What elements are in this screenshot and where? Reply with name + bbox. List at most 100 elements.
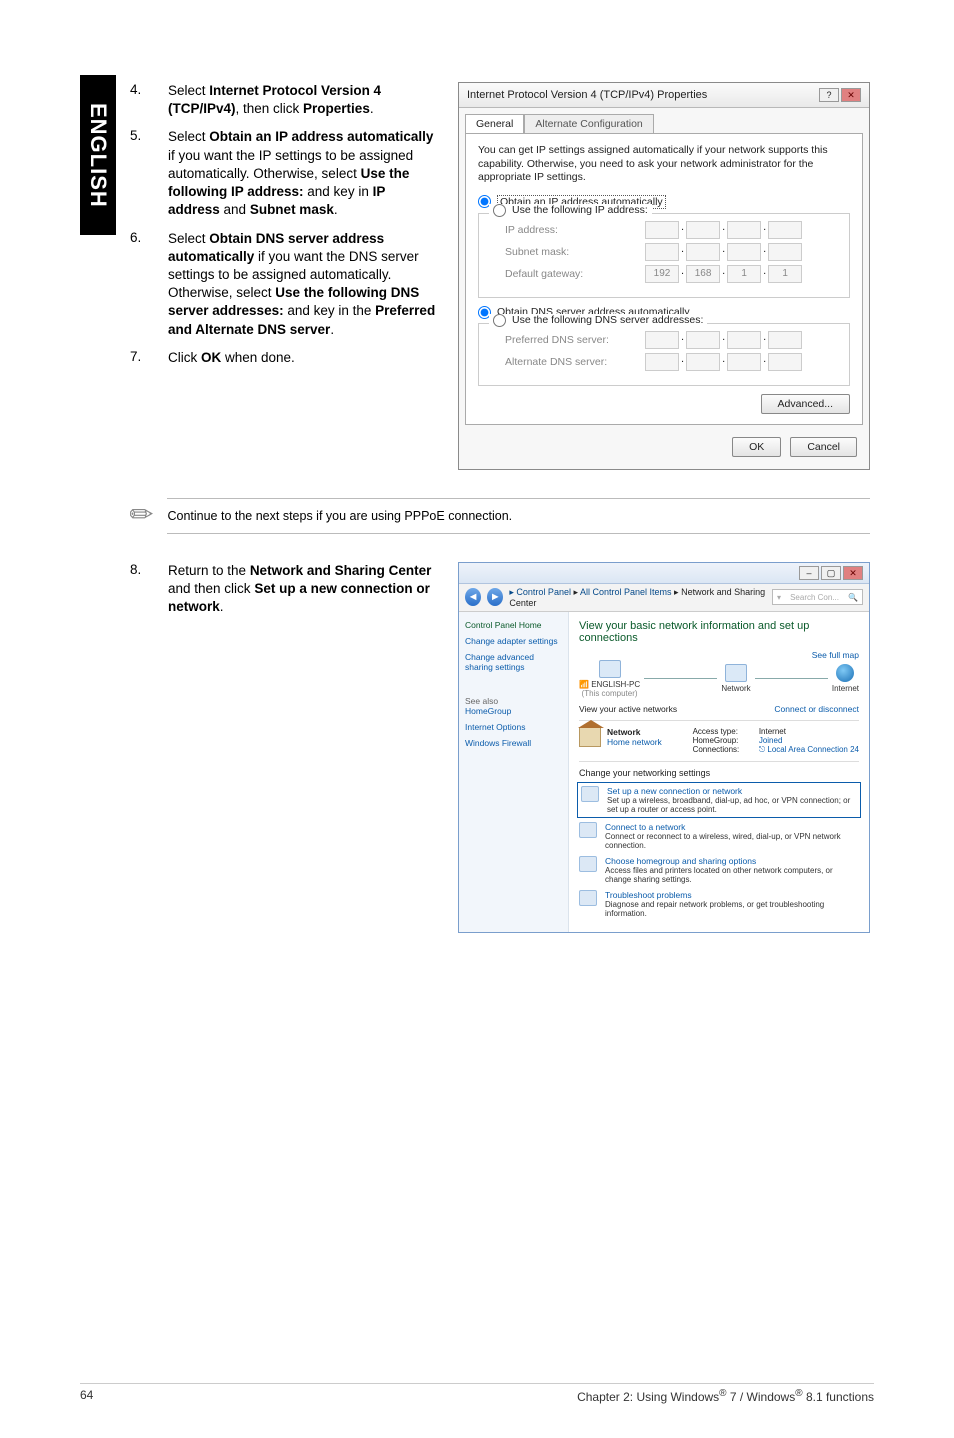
search-input[interactable]: ▾Search Con...🔍 (772, 589, 863, 605)
radio-use-following-dns[interactable] (493, 314, 506, 327)
ok-button[interactable]: OK (732, 437, 781, 457)
divider (167, 533, 870, 534)
help-icon[interactable]: ? (819, 88, 839, 102)
ip-seg[interactable] (686, 243, 720, 261)
view-active-label: View your active networks (579, 704, 677, 714)
map-network-label: Network (721, 684, 750, 693)
language-tab: ENGLISH (80, 75, 116, 235)
ip-seg[interactable] (686, 221, 720, 239)
gw-seg[interactable]: 1 (768, 265, 802, 283)
bold: Subnet mask (250, 202, 334, 217)
network-type-link[interactable]: Home network (607, 737, 662, 747)
text: , then click (236, 101, 304, 116)
bold: OK (201, 350, 221, 365)
ip-seg[interactable] (727, 243, 761, 261)
registered-mark: ® (795, 1388, 802, 1399)
forward-icon[interactable]: ► (487, 588, 503, 606)
task-title: Set up a new connection or network (607, 786, 857, 796)
tab-general[interactable]: General (465, 114, 524, 133)
tab-alternate[interactable]: Alternate Configuration (524, 114, 653, 133)
see-full-map-link[interactable]: See full map (812, 650, 859, 660)
sidebar-windows-firewall[interactable]: Windows Firewall (465, 738, 562, 748)
close-icon[interactable]: ✕ (841, 88, 861, 102)
bold: Network and Sharing Center (250, 563, 432, 578)
text: and then click (168, 581, 254, 596)
text: . (330, 322, 334, 337)
registered-mark: ® (719, 1388, 726, 1399)
step-number: 7. (130, 349, 168, 367)
back-icon[interactable]: ◄ (465, 588, 481, 606)
ip-address-label: IP address: (505, 224, 645, 236)
homegroup-icon (579, 856, 597, 872)
access-type-value: Internet (759, 727, 786, 736)
ip-seg[interactable] (686, 331, 720, 349)
ip-seg[interactable] (727, 331, 761, 349)
ip-seg[interactable] (686, 353, 720, 371)
step-8-text: Return to the Network and Sharing Center… (168, 562, 440, 617)
ip-seg[interactable] (645, 331, 679, 349)
ip-seg[interactable] (645, 353, 679, 371)
sidebar-see-also: See also (465, 696, 562, 706)
task-setup-connection[interactable]: Set up a new connection or networkSet up… (579, 784, 859, 816)
gw-seg[interactable]: 192 (645, 265, 679, 283)
text: Click (168, 350, 201, 365)
homegroup-value[interactable]: Joined (759, 736, 783, 745)
gw-seg[interactable]: 168 (686, 265, 720, 283)
minimize-icon[interactable]: – (799, 566, 819, 580)
connect-disconnect-link[interactable]: Connect or disconnect (774, 704, 859, 714)
preferred-dns-label: Preferred DNS server: (505, 334, 645, 346)
ip-seg[interactable] (768, 331, 802, 349)
alternate-dns-label: Alternate DNS server: (505, 356, 645, 368)
default-gateway-label: Default gateway: (505, 268, 645, 280)
change-settings-heading: Change your networking settings (579, 768, 859, 778)
note-text: Continue to the next steps if you are us… (167, 499, 870, 533)
crumb-link[interactable]: All Control Panel Items (580, 587, 672, 597)
sidebar-home[interactable]: Control Panel Home (465, 620, 562, 630)
maximize-icon[interactable]: ▢ (821, 566, 841, 580)
step-6-text: Select Obtain DNS server address automat… (168, 230, 440, 339)
text: Select (168, 83, 209, 98)
chapter-title: Chapter 2: Using Windows® 7 / Windows® 8… (577, 1388, 874, 1404)
page-content: 4. Select Internet Protocol Version 4 (T… (130, 82, 870, 933)
computer-icon (599, 660, 621, 678)
text: Chapter 2: Using Windows (577, 1390, 719, 1404)
globe-icon (836, 664, 854, 682)
cancel-button[interactable]: Cancel (790, 437, 857, 457)
breadcrumb[interactable]: ▸ Control Panel ▸ All Control Panel Item… (509, 587, 766, 608)
step-5-text: Select Obtain an IP address automaticall… (168, 128, 440, 219)
task-homegroup-sharing[interactable]: Choose homegroup and sharing optionsAcce… (579, 856, 859, 884)
close-icon[interactable]: ✕ (843, 566, 863, 580)
page-number: 64 (80, 1388, 93, 1404)
sidebar-adapter-settings[interactable]: Change adapter settings (465, 636, 562, 646)
setup-connection-icon (581, 786, 599, 802)
task-connect-network[interactable]: Connect to a networkConnect or reconnect… (579, 822, 859, 850)
search-placeholder: Search Con... (790, 593, 839, 602)
bold: Properties (303, 101, 370, 116)
ip-seg[interactable] (768, 221, 802, 239)
step-number: 8. (130, 562, 168, 617)
step-number: 5. (130, 128, 168, 219)
connections-label: Connections: (693, 745, 757, 754)
connect-network-icon (579, 822, 597, 838)
ip-seg[interactable] (768, 353, 802, 371)
sidebar-internet-options[interactable]: Internet Options (465, 722, 562, 732)
task-troubleshoot[interactable]: Troubleshoot problemsDiagnose and repair… (579, 890, 859, 918)
ip-seg[interactable] (645, 221, 679, 239)
sidebar-homegroup[interactable]: HomeGroup (465, 706, 562, 716)
text: Return to the (168, 563, 250, 578)
map-pc-sub: (This computer) (579, 689, 640, 698)
nsc-heading: View your basic network information and … (579, 620, 859, 644)
crumb-link[interactable]: Control Panel (516, 587, 571, 597)
connections-value[interactable]: Local Area Connection 24 (767, 745, 859, 754)
subnet-mask-label: Subnet mask: (505, 246, 645, 258)
radio-use-following-ip[interactable] (493, 204, 506, 217)
ip-seg[interactable] (727, 221, 761, 239)
sidebar-advanced-sharing[interactable]: Change advanced sharing settings (465, 652, 562, 672)
house-icon (579, 727, 601, 747)
ip-seg[interactable] (645, 243, 679, 261)
gw-seg[interactable]: 1 (727, 265, 761, 283)
network-sharing-center-window: – ▢ ✕ ◄ ► ▸ Control Panel ▸ All Control … (458, 562, 870, 933)
ip-seg[interactable] (768, 243, 802, 261)
advanced-button[interactable]: Advanced... (761, 394, 850, 414)
ip-seg[interactable] (727, 353, 761, 371)
